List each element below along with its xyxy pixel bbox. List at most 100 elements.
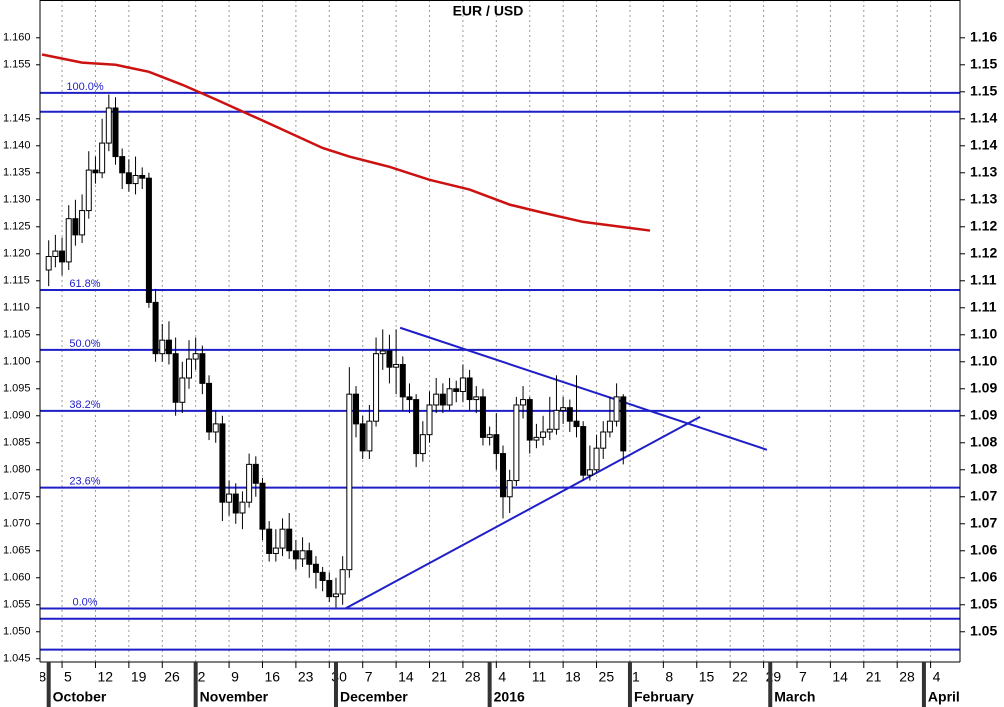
candle-body [139, 174, 146, 179]
x-tick-label: 8 [665, 669, 673, 685]
candle-body [266, 528, 273, 554]
month-label: December [340, 689, 408, 705]
trendline [399, 326, 768, 451]
candle-body [152, 301, 159, 355]
candle-body [286, 528, 293, 552]
candle-body [520, 399, 527, 406]
y-tick-label: 1.060 [3, 572, 31, 584]
candle-body [206, 382, 213, 433]
candle-body [252, 463, 259, 484]
candle-body [586, 469, 593, 476]
x-tick-label: 28 [31, 669, 47, 685]
candle-body [399, 363, 406, 398]
candle-body [446, 388, 453, 406]
y2-tick-label: 1.11 [970, 271, 997, 287]
y2-tick-label: 1.13 [970, 190, 997, 206]
y2-tick-label: 1.10 [970, 352, 997, 368]
candle-body [566, 407, 573, 422]
y2-tick-label: 1.09 [970, 406, 997, 422]
x-tick-label: 12 [97, 669, 113, 685]
y-tick-label: 1.050 [3, 626, 31, 638]
candle-body [573, 420, 580, 428]
x-tick-label: 14 [832, 669, 848, 685]
fib-label: 38.2% [69, 399, 100, 411]
candle-body [346, 393, 353, 571]
y2-tick-label: 1.11 [970, 298, 997, 314]
y-tick-label: 1.160 [3, 32, 31, 44]
candle-body [540, 431, 547, 438]
candle-body [179, 377, 186, 403]
y-tick-label: 1.090 [3, 410, 31, 422]
candle-body [433, 393, 440, 406]
x-tick-label: 16 [264, 669, 280, 685]
candle-body [620, 396, 627, 452]
month-label: April [928, 689, 960, 705]
candle-body [439, 393, 446, 406]
candle-body [65, 218, 72, 263]
candle-body [373, 353, 380, 422]
fib-label: 100.0% [66, 81, 104, 93]
candle-body [312, 563, 319, 573]
y-tick-label: 1.085 [3, 437, 31, 449]
x-tick-label: 4 [498, 669, 506, 685]
fib-label: 23.6% [69, 475, 100, 487]
candle-body [45, 255, 52, 271]
y-tick-label: 1.130 [3, 194, 31, 206]
x-tick-label: 30 [331, 669, 347, 685]
candle-body [112, 107, 119, 158]
candle-body [159, 339, 166, 355]
x-tick-label: 21 [866, 669, 882, 685]
candle-body [145, 177, 152, 303]
x-tick-label: 21 [432, 669, 448, 685]
month-label: March [774, 689, 815, 705]
candle-body [232, 493, 239, 514]
candle-body [393, 363, 400, 368]
y-tick-label: 1.095 [3, 383, 31, 395]
candle-body [332, 593, 339, 598]
candle-body [72, 218, 79, 236]
fib-label: 0.0% [72, 596, 97, 608]
candle-body [306, 550, 313, 565]
y2-tick-label: 1.16 [970, 29, 997, 45]
y2-tick-label: 1.10 [970, 325, 997, 341]
x-tick-label: 7 [365, 669, 373, 685]
month-tick [921, 662, 926, 707]
y-tick-label: 1.115 [3, 275, 30, 287]
candle-body [79, 210, 86, 236]
candle-body [453, 388, 460, 392]
candle-body [379, 350, 386, 355]
candle-body [580, 426, 587, 476]
candle-body [239, 501, 246, 514]
axes-layer: 1.1601.1551.1451.1401.1351.1301.1251.120… [3, 0, 997, 665]
candle-body [272, 547, 279, 554]
candle-body [259, 482, 266, 530]
candle-body [459, 377, 466, 392]
y-tick-label: 1.100 [3, 356, 31, 368]
y2-tick-label: 1.15 [970, 55, 997, 71]
candle-body [486, 434, 493, 438]
candle-body [212, 423, 219, 433]
candle-body [199, 353, 206, 384]
fib-label: 50.0% [69, 338, 100, 350]
candle-body [319, 571, 326, 581]
candle-body [59, 250, 66, 263]
y-tick-label: 1.120 [3, 248, 31, 260]
y2-tick-label: 1.05 [970, 595, 997, 611]
month-label: November [200, 689, 269, 705]
y2-tick-label: 1.07 [970, 514, 997, 530]
y-tick-label: 1.070 [3, 518, 31, 530]
month-tick [768, 662, 773, 707]
fib-label: 61.8% [69, 278, 100, 290]
candle-body [386, 350, 393, 368]
x-tick-label: 22 [732, 669, 748, 685]
candle-body [359, 423, 366, 452]
y-tick-label: 1.135 [3, 167, 31, 179]
x-tick-label: 15 [699, 669, 715, 685]
y-tick-label: 1.110 [3, 302, 30, 314]
y-tick-label: 1.155 [3, 59, 31, 71]
candle-body [473, 396, 480, 401]
y2-tick-label: 1.14 [970, 136, 997, 152]
grid-layer [61, 0, 932, 662]
candle-body [600, 431, 607, 449]
